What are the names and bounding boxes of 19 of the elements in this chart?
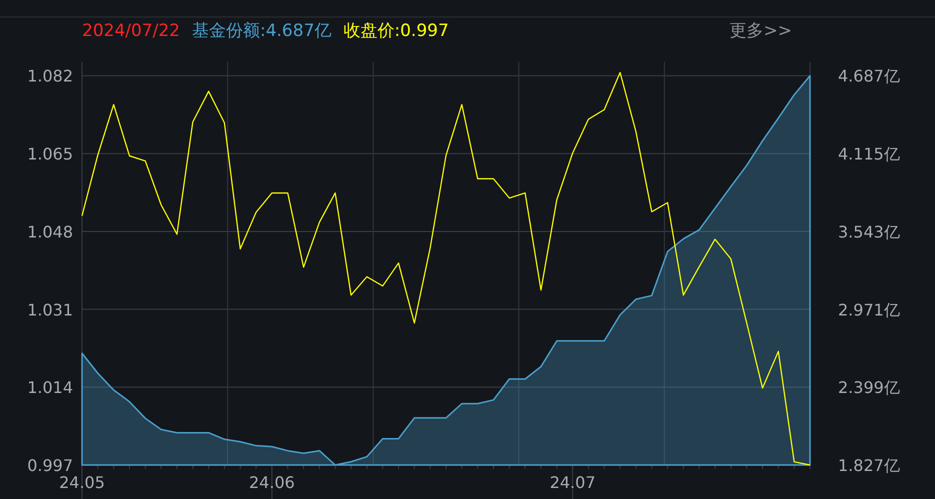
text: 更多>> xyxy=(730,21,792,41)
chart-title: 2024/07/22 xyxy=(82,21,180,41)
y2-tick-label: 1.827亿 xyxy=(838,456,900,475)
y2-tick-label: 4.687亿 xyxy=(838,66,900,86)
y2-tick-label: 2.971亿 xyxy=(838,300,900,320)
text: 基金份额:4.687亿 xyxy=(192,21,332,41)
y-tick-label: 1.048 xyxy=(27,222,73,242)
x-tick-label: 24.07 xyxy=(550,473,596,492)
text: 收盘价:0.997 xyxy=(343,21,449,41)
y-tick-label: 1.065 xyxy=(27,144,73,164)
y2-tick-label: 4.115亿 xyxy=(838,144,900,164)
y-tick-label: 0.997 xyxy=(27,456,73,475)
y2-tick-label: 3.543亿 xyxy=(838,222,900,242)
x-tick-label: 24.05 xyxy=(59,473,105,492)
y-tick-label: 1.014 xyxy=(27,378,73,398)
x-tick-label: 24.06 xyxy=(249,473,295,492)
y2-tick-label: 2.399亿 xyxy=(838,378,900,398)
y-tick-label: 1.031 xyxy=(27,300,73,320)
y-tick-label: 1.082 xyxy=(27,66,73,86)
